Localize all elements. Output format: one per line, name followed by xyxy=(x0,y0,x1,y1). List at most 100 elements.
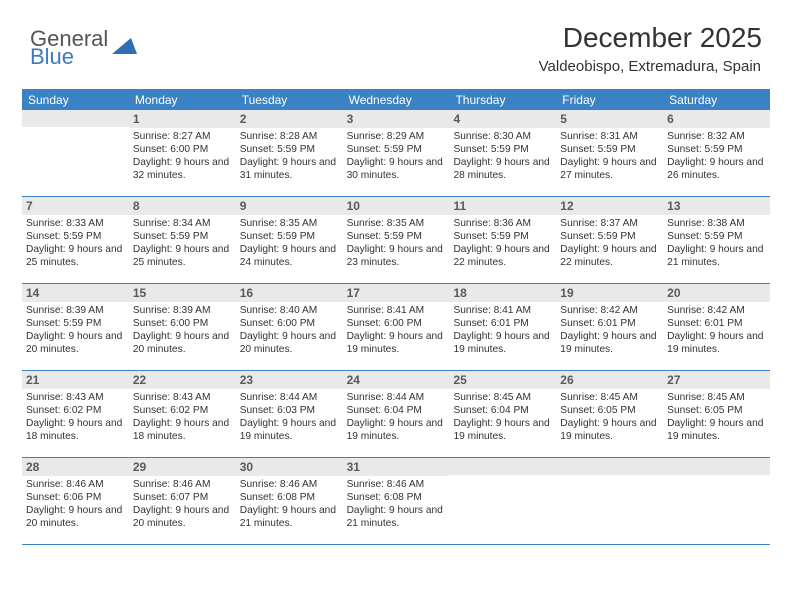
daylight-text: Daylight: 9 hours and 23 minutes. xyxy=(347,243,446,269)
day-details: Sunrise: 8:38 AMSunset: 5:59 PMDaylight:… xyxy=(663,215,770,273)
dow-cell: Thursday xyxy=(449,89,556,110)
day-number: 31 xyxy=(343,458,450,476)
daylight-text: Daylight: 9 hours and 21 minutes. xyxy=(667,243,766,269)
day-number: 5 xyxy=(556,110,663,128)
sunset-text: Sunset: 6:08 PM xyxy=(240,491,339,504)
sunrise-text: Sunrise: 8:42 AM xyxy=(667,304,766,317)
dow-cell: Wednesday xyxy=(343,89,450,110)
day-details: Sunrise: 8:46 AMSunset: 6:06 PMDaylight:… xyxy=(22,476,129,534)
calendar-week: 28Sunrise: 8:46 AMSunset: 6:06 PMDayligh… xyxy=(22,458,770,545)
day-number: 23 xyxy=(236,371,343,389)
day-number: 8 xyxy=(129,197,236,215)
empty-day-header xyxy=(22,110,129,127)
sunset-text: Sunset: 6:02 PM xyxy=(26,404,125,417)
sunrise-text: Sunrise: 8:43 AM xyxy=(133,391,232,404)
sunrise-text: Sunrise: 8:45 AM xyxy=(667,391,766,404)
calendar-day-cell: 18Sunrise: 8:41 AMSunset: 6:01 PMDayligh… xyxy=(449,284,556,370)
calendar-day-cell: 13Sunrise: 8:38 AMSunset: 5:59 PMDayligh… xyxy=(663,197,770,283)
sunset-text: Sunset: 6:06 PM xyxy=(26,491,125,504)
sunrise-text: Sunrise: 8:42 AM xyxy=(560,304,659,317)
title-block: December 2025 Valdeobispo, Extremadura, … xyxy=(539,22,762,75)
sunset-text: Sunset: 6:07 PM xyxy=(133,491,232,504)
dow-cell: Sunday xyxy=(22,89,129,110)
daylight-text: Daylight: 9 hours and 20 minutes. xyxy=(240,330,339,356)
day-number: 18 xyxy=(449,284,556,302)
sunset-text: Sunset: 6:05 PM xyxy=(560,404,659,417)
sunset-text: Sunset: 6:01 PM xyxy=(453,317,552,330)
daylight-text: Daylight: 9 hours and 19 minutes. xyxy=(667,417,766,443)
day-number: 12 xyxy=(556,197,663,215)
day-number: 16 xyxy=(236,284,343,302)
sunrise-text: Sunrise: 8:44 AM xyxy=(347,391,446,404)
calendar-day-cell xyxy=(449,458,556,544)
sunrise-text: Sunrise: 8:40 AM xyxy=(240,304,339,317)
sunrise-text: Sunrise: 8:27 AM xyxy=(133,130,232,143)
day-details: Sunrise: 8:37 AMSunset: 5:59 PMDaylight:… xyxy=(556,215,663,273)
day-details: Sunrise: 8:34 AMSunset: 5:59 PMDaylight:… xyxy=(129,215,236,273)
day-details: Sunrise: 8:42 AMSunset: 6:01 PMDaylight:… xyxy=(556,302,663,360)
sunset-text: Sunset: 5:59 PM xyxy=(453,143,552,156)
sunrise-text: Sunrise: 8:46 AM xyxy=(26,478,125,491)
sunrise-text: Sunrise: 8:45 AM xyxy=(453,391,552,404)
sunrise-text: Sunrise: 8:32 AM xyxy=(667,130,766,143)
sunset-text: Sunset: 6:00 PM xyxy=(347,317,446,330)
daylight-text: Daylight: 9 hours and 20 minutes. xyxy=(26,330,125,356)
calendar-day-cell: 22Sunrise: 8:43 AMSunset: 6:02 PMDayligh… xyxy=(129,371,236,457)
calendar-day-cell: 4Sunrise: 8:30 AMSunset: 5:59 PMDaylight… xyxy=(449,110,556,196)
sunrise-text: Sunrise: 8:28 AM xyxy=(240,130,339,143)
calendar-day-cell: 12Sunrise: 8:37 AMSunset: 5:59 PMDayligh… xyxy=(556,197,663,283)
day-of-week-header: Sunday Monday Tuesday Wednesday Thursday… xyxy=(22,89,770,110)
calendar-day-cell: 25Sunrise: 8:45 AMSunset: 6:04 PMDayligh… xyxy=(449,371,556,457)
sunrise-text: Sunrise: 8:46 AM xyxy=(240,478,339,491)
daylight-text: Daylight: 9 hours and 31 minutes. xyxy=(240,156,339,182)
day-number: 27 xyxy=(663,371,770,389)
daylight-text: Daylight: 9 hours and 18 minutes. xyxy=(26,417,125,443)
sunset-text: Sunset: 6:01 PM xyxy=(667,317,766,330)
day-details: Sunrise: 8:46 AMSunset: 6:08 PMDaylight:… xyxy=(343,476,450,534)
daylight-text: Daylight: 9 hours and 18 minutes. xyxy=(133,417,232,443)
calendar-day-cell: 30Sunrise: 8:46 AMSunset: 6:08 PMDayligh… xyxy=(236,458,343,544)
calendar-day-cell: 28Sunrise: 8:46 AMSunset: 6:06 PMDayligh… xyxy=(22,458,129,544)
day-number: 19 xyxy=(556,284,663,302)
sunrise-text: Sunrise: 8:41 AM xyxy=(347,304,446,317)
sunset-text: Sunset: 5:59 PM xyxy=(560,143,659,156)
daylight-text: Daylight: 9 hours and 21 minutes. xyxy=(240,504,339,530)
day-details: Sunrise: 8:39 AMSunset: 5:59 PMDaylight:… xyxy=(22,302,129,360)
calendar-day-cell: 5Sunrise: 8:31 AMSunset: 5:59 PMDaylight… xyxy=(556,110,663,196)
sunrise-text: Sunrise: 8:33 AM xyxy=(26,217,125,230)
sunset-text: Sunset: 6:08 PM xyxy=(347,491,446,504)
daylight-text: Daylight: 9 hours and 19 minutes. xyxy=(240,417,339,443)
day-number: 20 xyxy=(663,284,770,302)
sunrise-text: Sunrise: 8:45 AM xyxy=(560,391,659,404)
day-details: Sunrise: 8:35 AMSunset: 5:59 PMDaylight:… xyxy=(343,215,450,273)
sunrise-text: Sunrise: 8:31 AM xyxy=(560,130,659,143)
sunrise-text: Sunrise: 8:39 AM xyxy=(26,304,125,317)
day-number: 21 xyxy=(22,371,129,389)
day-details: Sunrise: 8:31 AMSunset: 5:59 PMDaylight:… xyxy=(556,128,663,186)
calendar-week: 7Sunrise: 8:33 AMSunset: 5:59 PMDaylight… xyxy=(22,197,770,284)
sunrise-text: Sunrise: 8:35 AM xyxy=(347,217,446,230)
sunset-text: Sunset: 5:59 PM xyxy=(240,230,339,243)
dow-cell: Tuesday xyxy=(236,89,343,110)
daylight-text: Daylight: 9 hours and 27 minutes. xyxy=(560,156,659,182)
calendar-week: 1Sunrise: 8:27 AMSunset: 6:00 PMDaylight… xyxy=(22,110,770,197)
sunset-text: Sunset: 6:01 PM xyxy=(560,317,659,330)
day-number: 3 xyxy=(343,110,450,128)
empty-day-header xyxy=(663,458,770,475)
sunset-text: Sunset: 5:59 PM xyxy=(240,143,339,156)
day-number: 2 xyxy=(236,110,343,128)
sunset-text: Sunset: 5:59 PM xyxy=(453,230,552,243)
calendar-day-cell xyxy=(556,458,663,544)
sunset-text: Sunset: 6:05 PM xyxy=(667,404,766,417)
calendar-day-cell: 14Sunrise: 8:39 AMSunset: 5:59 PMDayligh… xyxy=(22,284,129,370)
day-details: Sunrise: 8:40 AMSunset: 6:00 PMDaylight:… xyxy=(236,302,343,360)
day-details: Sunrise: 8:29 AMSunset: 5:59 PMDaylight:… xyxy=(343,128,450,186)
day-details: Sunrise: 8:45 AMSunset: 6:05 PMDaylight:… xyxy=(663,389,770,447)
day-number: 14 xyxy=(22,284,129,302)
calendar-day-cell: 11Sunrise: 8:36 AMSunset: 5:59 PMDayligh… xyxy=(449,197,556,283)
day-number: 15 xyxy=(129,284,236,302)
sunset-text: Sunset: 6:00 PM xyxy=(133,317,232,330)
daylight-text: Daylight: 9 hours and 30 minutes. xyxy=(347,156,446,182)
sunset-text: Sunset: 5:59 PM xyxy=(133,230,232,243)
daylight-text: Daylight: 9 hours and 19 minutes. xyxy=(347,417,446,443)
